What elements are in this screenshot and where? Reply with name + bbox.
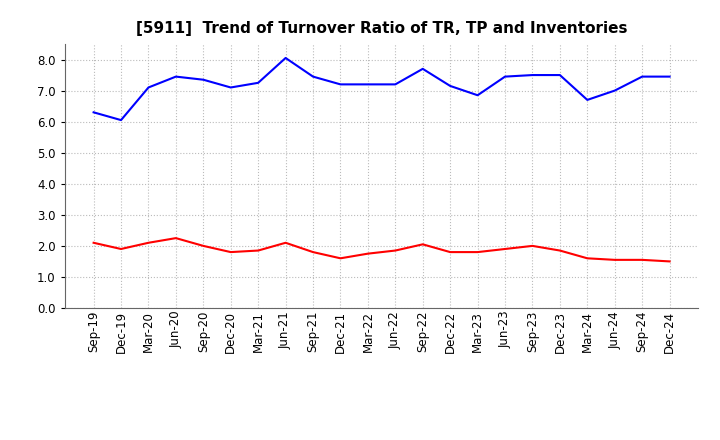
Line: Trade Receivables: Trade Receivables <box>94 238 670 261</box>
Trade Payables <box>254 80 263 85</box>
Trade Payables <box>638 74 647 79</box>
Trade Payables <box>282 55 290 61</box>
Trade Receivables <box>171 235 180 241</box>
Trade Receivables <box>336 256 345 261</box>
Trade Payables <box>556 73 564 78</box>
Trade Payables <box>611 88 619 93</box>
Trade Payables <box>309 74 318 79</box>
Trade Payables <box>117 117 125 123</box>
Line: Trade Payables: Trade Payables <box>94 58 670 120</box>
Trade Payables <box>528 73 537 78</box>
Trade Receivables <box>364 251 372 256</box>
Trade Payables <box>336 82 345 87</box>
Trade Payables <box>391 82 400 87</box>
Trade Receivables <box>117 246 125 252</box>
Trade Receivables <box>144 240 153 246</box>
Trade Payables <box>226 85 235 90</box>
Trade Receivables <box>89 240 98 246</box>
Trade Receivables <box>583 256 592 261</box>
Trade Payables <box>473 92 482 98</box>
Trade Receivables <box>254 248 263 253</box>
Trade Payables <box>89 110 98 115</box>
Trade Receivables <box>528 243 537 249</box>
Title: [5911]  Trend of Turnover Ratio of TR, TP and Inventories: [5911] Trend of Turnover Ratio of TR, TP… <box>136 21 627 36</box>
Trade Receivables <box>556 248 564 253</box>
Trade Receivables <box>199 243 207 249</box>
Trade Receivables <box>446 249 454 255</box>
Trade Payables <box>665 74 674 79</box>
Trade Receivables <box>309 249 318 255</box>
Trade Receivables <box>418 242 427 247</box>
Trade Payables <box>583 97 592 103</box>
Trade Receivables <box>500 246 509 252</box>
Trade Receivables <box>282 240 290 246</box>
Trade Payables <box>446 83 454 88</box>
Trade Payables <box>364 82 372 87</box>
Trade Receivables <box>638 257 647 263</box>
Trade Receivables <box>665 259 674 264</box>
Trade Receivables <box>473 249 482 255</box>
Trade Receivables <box>611 257 619 263</box>
Trade Receivables <box>226 249 235 255</box>
Trade Payables <box>171 74 180 79</box>
Trade Payables <box>144 85 153 90</box>
Trade Payables <box>199 77 207 82</box>
Trade Receivables <box>391 248 400 253</box>
Trade Payables <box>500 74 509 79</box>
Trade Payables <box>418 66 427 71</box>
